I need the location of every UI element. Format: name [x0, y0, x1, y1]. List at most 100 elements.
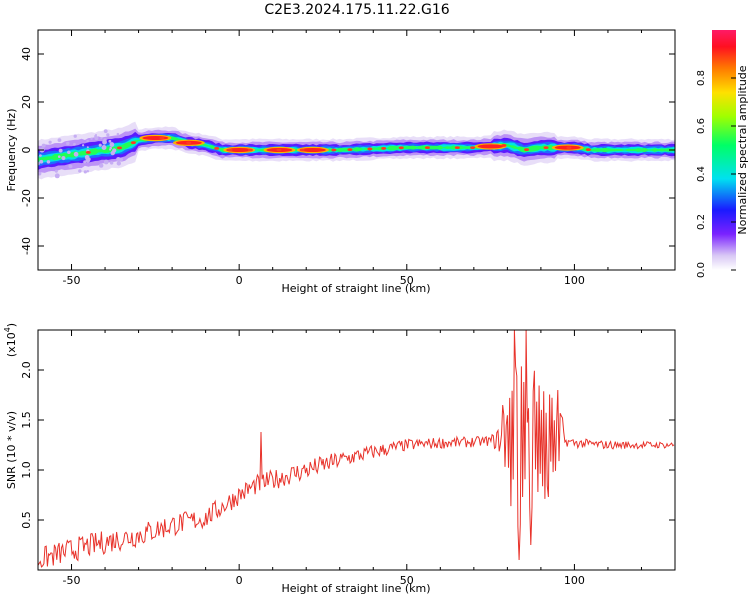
spectrogram-speck	[116, 161, 121, 166]
spectrogram-peak	[276, 148, 282, 152]
colorbar-tick-label: 0.4	[696, 166, 707, 182]
spectrogram-speck	[86, 146, 89, 149]
spectrogram-panel: -50 0 50 100 -40 -20 0 20 40 Height of straight …	[5, 29, 676, 295]
spectrogram-peak	[470, 146, 476, 150]
spectrogram-speck	[41, 143, 46, 148]
spectrogram-peak	[331, 148, 337, 152]
spectrogram-peak	[585, 148, 591, 151]
spectrogram-speck	[101, 145, 107, 150]
spectrogram-peak	[501, 144, 507, 147]
spectrogram-speck	[85, 157, 91, 163]
spectrogram-hotspot	[477, 144, 504, 149]
spectrogram-peak	[381, 147, 387, 150]
snr-xtick-label: -50	[63, 574, 81, 587]
spectrogram-peak	[299, 148, 305, 152]
spectrogram-speck	[103, 129, 108, 134]
spectrogram-speck	[69, 164, 73, 169]
spectrogram-xtick-label: 50	[400, 274, 414, 287]
snr-xtick-label: 100	[564, 574, 585, 587]
spectrogram-ytick-label: 40	[20, 47, 33, 61]
spectrogram-speck	[54, 173, 60, 179]
snr-xlabel: Height of straight line (km)	[281, 582, 430, 595]
spectrogram-speck	[116, 132, 120, 136]
spectrogram-speck	[73, 134, 77, 138]
spectrogram-peak	[186, 141, 192, 145]
colorbar: 0.0 0.2 0.4 0.6 0.8 Normalized spectral ampl…	[696, 30, 749, 278]
colorbar-gradient	[712, 30, 736, 270]
spectrogram-speck	[90, 137, 93, 140]
spectrogram-speck	[57, 138, 62, 142]
spectrogram-speck	[73, 151, 79, 157]
snr-frame	[37, 329, 676, 571]
snr-panel: -50 0 50 100 0.5 1.0 1.5 2.0 Height of straight…	[3, 323, 676, 595]
spectrogram-speck	[103, 138, 107, 142]
spectrogram-speck	[106, 133, 110, 137]
colorbar-tick-label: 0.2	[696, 214, 707, 230]
snr-ytick-label: 1.0	[20, 461, 33, 479]
spectrogram-axes: -50 0 50 100 -40 -20 0 20 40	[20, 30, 676, 287]
colorbar-tick-label: 0.8	[696, 70, 707, 86]
spectrogram-speck	[83, 160, 87, 164]
colorbar-label: Normalized spectral amplitude	[736, 65, 749, 234]
spectrogram-heatmap	[38, 121, 675, 180]
spectrogram-peak	[454, 146, 460, 150]
spectrogram-speck	[57, 155, 61, 159]
snr-xtick-label: 50	[400, 574, 414, 587]
spectrogram-peak	[116, 146, 122, 150]
spectrogram-speck	[100, 137, 103, 140]
spectrogram-peak	[85, 151, 91, 154]
spectrogram-speck	[94, 133, 98, 137]
spectrogram-speck	[110, 150, 115, 156]
colorbar-tick-label: 0.6	[696, 118, 707, 134]
snr-ylabel: SNR (10 * v/v)	[5, 411, 18, 489]
snr-multiplier-exp: 4	[3, 327, 12, 332]
spectrogram-hotspot	[142, 136, 169, 140]
spectrogram-xlabel: Height of straight line (km)	[281, 282, 430, 295]
spectrogram-peak	[424, 146, 430, 150]
spectrogram-speck	[94, 136, 99, 141]
spectrogram-hotspot	[299, 148, 326, 152]
spectrogram-peak	[566, 146, 572, 150]
spectrogram-peak	[247, 148, 253, 152]
snr-ytick-label: 0.5	[20, 511, 33, 529]
spectrogram-speck	[109, 142, 115, 147]
spectrogram-speck	[61, 155, 66, 161]
spectrogram-speck	[119, 157, 123, 162]
spectrogram-speck	[54, 169, 58, 173]
spectrogram-speck	[58, 148, 63, 153]
spectrogram-xtick-label: 0	[236, 274, 243, 287]
spectrogram-peak	[214, 146, 220, 150]
spectrogram-speck	[39, 154, 42, 157]
spectrogram-speck	[83, 170, 87, 174]
spectrogram-peak	[227, 148, 233, 152]
spectrogram-speck	[38, 171, 42, 176]
snr-ytick-label: 1.5	[20, 411, 33, 429]
spectrogram-speck	[73, 142, 76, 146]
spectrogram-peak	[347, 148, 353, 152]
spectrogram-ytick-label: 20	[20, 95, 33, 109]
spectrogram-speck	[109, 148, 112, 151]
spectrogram-peak	[398, 146, 404, 150]
spectrogram-speck	[66, 141, 70, 146]
spectrogram-speck	[84, 155, 88, 159]
spectrogram-speck	[108, 139, 112, 143]
spectrogram-speck	[78, 169, 82, 173]
spectrogram-speck	[86, 139, 89, 143]
spectrogram-speck	[46, 160, 51, 164]
spectrogram-speck	[98, 163, 104, 168]
spectrogram-ylabel: Frequency (Hz)	[5, 109, 18, 192]
spectrogram-speck	[103, 159, 109, 165]
spectrogram-speck	[116, 157, 121, 162]
spectrogram-ytick-label: -20	[20, 189, 33, 207]
snr-xtick-label: 0	[236, 574, 243, 587]
spectrogram-speck	[39, 159, 44, 164]
colorbar-tick-label: 0.0	[696, 262, 707, 278]
snr-multiplier: (x104)	[3, 323, 18, 357]
spectrogram-hotspot	[226, 148, 253, 152]
spectrogram-peak	[130, 141, 136, 145]
colorbar-ticks: 0.0 0.2 0.4 0.6 0.8	[696, 70, 736, 278]
snr-axes: -50 0 50 100 0.5 1.0 1.5 2.0	[20, 330, 676, 587]
spectrogram-speck	[109, 161, 114, 165]
spectrogram-xtick-label: -50	[63, 274, 81, 287]
